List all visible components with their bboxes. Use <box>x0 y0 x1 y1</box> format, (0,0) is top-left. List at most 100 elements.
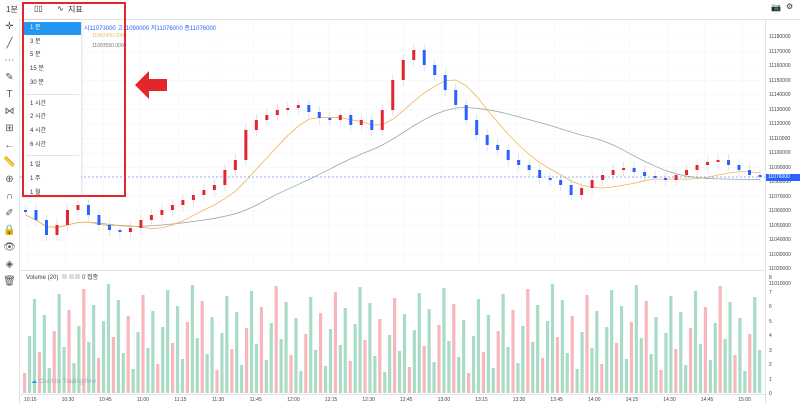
time-tick: 12:30 <box>362 397 375 403</box>
volume-bar <box>590 348 594 393</box>
trendline-icon[interactable]: ╱ <box>6 38 13 49</box>
candle <box>506 150 510 160</box>
cloud-icon: ☁ <box>31 379 37 385</box>
volume-bar <box>748 334 752 393</box>
volume-action[interactable]: 접종 <box>87 275 99 281</box>
volume-bar <box>442 288 446 393</box>
menu-item-interval[interactable]: 6 시간 <box>30 141 47 148</box>
volume-bar <box>496 331 500 393</box>
candle <box>233 160 237 170</box>
volume-bar <box>111 337 115 393</box>
menu-item-interval[interactable]: 3 분 <box>30 38 41 45</box>
candle <box>580 188 584 195</box>
candle <box>359 120 363 125</box>
volume-bar <box>210 317 214 393</box>
time-tick: 14:00 <box>588 397 601 403</box>
volume-bar <box>634 285 638 393</box>
candle <box>454 90 458 105</box>
menu-item-interval[interactable]: 1 시간 <box>30 100 47 107</box>
menu-item-interval[interactable]: 1 월 <box>30 189 41 196</box>
price-axis[interactable]: 11180000 11170000 11160000 11150000 11140000… <box>765 20 800 404</box>
volume-bar <box>412 330 416 393</box>
back-arrow-icon[interactable]: ← <box>4 140 15 151</box>
volume-bar <box>23 373 27 393</box>
prediction-icon[interactable]: ⊞ <box>5 123 14 134</box>
camera-icon[interactable]: 📷 <box>771 3 781 12</box>
layers-icon[interactable]: ◈ <box>5 259 14 270</box>
eye-icon[interactable]: 👁 <box>3 242 16 253</box>
indicators-button[interactable]: 지표 <box>68 5 83 14</box>
pattern-icon[interactable]: ⋈ <box>4 106 15 117</box>
menu-item-interval[interactable]: 5 분 <box>30 52 41 59</box>
menu-item-interval[interactable]: 1 분 <box>24 22 81 35</box>
volume-bar <box>92 305 96 393</box>
ruler-icon[interactable]: 📏 <box>3 157 16 168</box>
time-tick: 11:00 <box>136 397 149 403</box>
time-axis[interactable]: 10:15 10:30 10:45 11:00 11:15 11:30 11:45 12:00… <box>20 394 765 405</box>
candle <box>748 170 752 175</box>
candle <box>191 195 195 200</box>
brush-icon[interactable]: ✎ <box>5 72 14 83</box>
candle <box>674 175 678 180</box>
candle <box>412 50 416 60</box>
volume-bar <box>536 305 540 393</box>
volume-bar <box>471 336 476 393</box>
price-tick: 11010000 <box>769 280 791 287</box>
volume-bar <box>693 291 698 393</box>
candle <box>160 210 164 215</box>
volume-bar <box>624 359 629 393</box>
volume-bar <box>106 284 111 393</box>
price-tick: 11180000 <box>769 34 791 40</box>
volume-bar <box>531 342 535 393</box>
menu-item-interval[interactable]: 4 시간 <box>30 127 47 134</box>
candle <box>254 120 258 130</box>
menu-item-interval[interactable]: 30 분 <box>30 79 44 86</box>
volume-remove-icon[interactable] <box>75 274 81 279</box>
candle <box>496 145 500 150</box>
time-tick: 11:45 <box>249 397 262 403</box>
volume-bar <box>126 316 130 393</box>
volume-panel[interactable] <box>20 270 765 393</box>
volume-bar <box>32 299 37 393</box>
volume-bar <box>689 328 693 393</box>
watermark[interactable]: ☁ Chart by TradingView <box>31 378 96 385</box>
volume-bar <box>254 344 259 393</box>
volume-bar <box>506 347 510 393</box>
trash-icon[interactable]: 🗑 <box>3 276 16 287</box>
interval-button[interactable]: 1분 <box>6 5 18 14</box>
volume-bar <box>526 289 530 393</box>
volume-bar <box>57 294 61 393</box>
volume-bar <box>659 370 663 393</box>
volume-title: Volume (20) <box>26 275 59 281</box>
indicators-icon[interactable]: ∿ <box>57 4 64 13</box>
volume-bar <box>136 332 140 393</box>
volume-bar <box>619 306 624 393</box>
crosshair-icon[interactable]: ✛ <box>5 21 14 32</box>
ohlc-high: 고11090000 <box>117 26 150 32</box>
volume-bar <box>343 308 347 393</box>
volume-bar <box>146 348 150 393</box>
volume-bar <box>180 359 185 393</box>
lock-icon[interactable]: 🔒 <box>3 225 16 236</box>
menu-item-interval[interactable]: 2 시간 <box>30 114 47 121</box>
pencil-lock-icon[interactable]: ✐ <box>5 208 14 219</box>
chart-type-icon[interactable]: ▯▯ <box>34 4 43 13</box>
menu-item-interval[interactable]: 1 주 <box>30 176 41 182</box>
menu-item-interval[interactable]: 1 일 <box>30 162 41 169</box>
fib-icon[interactable]: ⋯ <box>4 55 15 66</box>
volume-bar <box>743 371 747 393</box>
text-icon[interactable]: T <box>6 89 13 100</box>
volume-bar <box>457 357 461 393</box>
settings-icon[interactable]: ⚙ <box>786 2 794 11</box>
volume-setting-icon[interactable] <box>62 274 68 279</box>
menu-item-interval[interactable]: 15 분 <box>30 66 44 73</box>
candle <box>632 168 636 172</box>
volume-bar <box>393 298 397 393</box>
magnet-icon[interactable]: ∩ <box>5 191 14 202</box>
volume-bar <box>52 331 56 393</box>
volume-bar <box>605 327 609 393</box>
volume-bar <box>698 344 703 393</box>
zoom-icon[interactable]: ⊕ <box>5 174 14 185</box>
volume-hide-icon[interactable] <box>68 274 74 279</box>
price-chart[interactable] <box>20 20 765 265</box>
